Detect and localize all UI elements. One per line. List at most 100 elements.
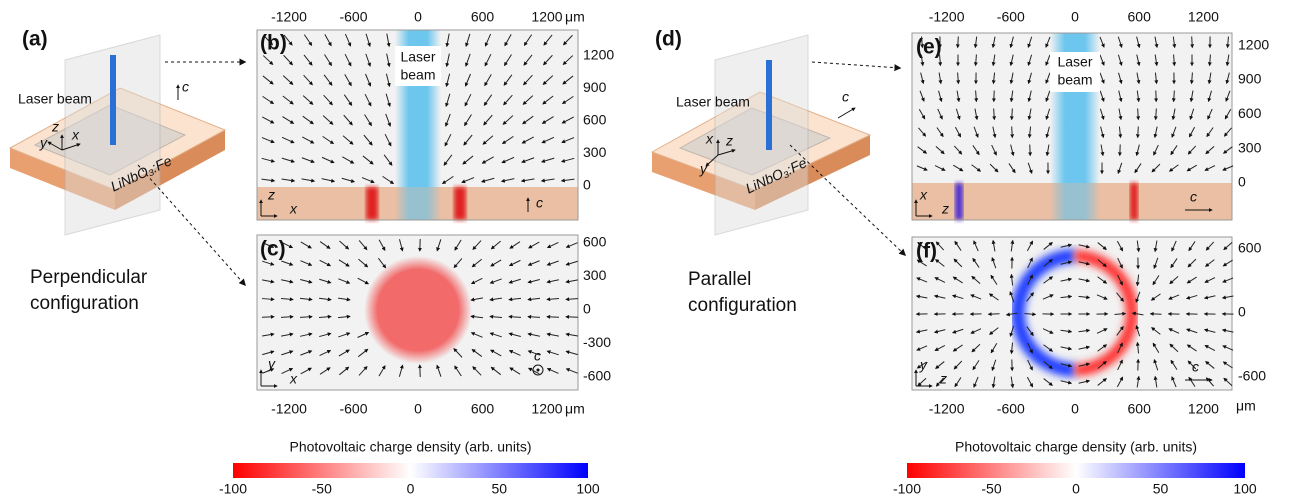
config-label: configuration <box>30 293 139 314</box>
field-arrow <box>566 317 578 318</box>
axis-letter: y <box>39 135 48 151</box>
y-tick-label: 1200 <box>1238 36 1269 52</box>
panel-label: (e) <box>916 36 942 59</box>
colorbar-tick-label: 0 <box>407 481 415 497</box>
colorbar-tick-label: 50 <box>491 481 507 497</box>
colorbar-tick-label: 50 <box>1153 481 1169 497</box>
y-tick-label: 600 <box>1238 240 1262 256</box>
panel-c-plot <box>257 235 578 390</box>
field-arrow <box>262 317 274 318</box>
x-tick-label: -600 <box>997 9 1025 25</box>
colorbar-tick-label: 100 <box>576 481 600 497</box>
axis-letter: x <box>919 187 928 203</box>
y-tick-label: 300 <box>583 144 607 160</box>
y-tick-label: -600 <box>1238 368 1266 384</box>
beam-label: Laser <box>400 49 435 65</box>
y-tick-label: 0 <box>583 177 591 193</box>
x-tick-label: 1200 <box>1188 9 1219 25</box>
axis-letter: z <box>51 119 59 135</box>
x-tick-label: -600 <box>339 401 367 417</box>
x-tick-label: -600 <box>339 9 367 25</box>
field-arrow <box>1156 109 1157 120</box>
colorbar-tick-label: 0 <box>1072 481 1080 497</box>
field-arrow <box>994 109 995 120</box>
axis-letter: y <box>699 161 708 177</box>
axis-letter: y <box>919 357 928 373</box>
colorbar-tick-label: 100 <box>1233 481 1257 497</box>
y-tick-label: 300 <box>583 267 607 283</box>
x-tick-label: 600 <box>471 9 495 25</box>
y-tick-label: 900 <box>583 79 607 95</box>
x-tick-label: 600 <box>471 401 495 417</box>
field-arrow <box>1138 127 1139 138</box>
c-axis-label: c <box>1190 189 1197 205</box>
x-tick-label: -1200 <box>271 401 307 417</box>
c-axis-label: c <box>534 348 541 364</box>
axis-letter: z <box>941 201 949 217</box>
axis-letter: x <box>289 371 298 387</box>
colorbar-title: Photovoltaic charge density (arb. units) <box>955 439 1197 455</box>
x-tick-label: 0 <box>414 9 422 25</box>
x-tick-label: 1200 <box>531 9 562 25</box>
x-tick-label: -1200 <box>271 9 307 25</box>
field-arrow <box>1012 109 1013 120</box>
panel-label: (f) <box>916 240 937 263</box>
figure: (a)Laser beamLiNbO₃:FezyxcPerpendicularc… <box>0 0 1291 500</box>
colorbar-left <box>233 463 588 478</box>
colorbar-tick-label: -100 <box>219 481 247 497</box>
field-arrow <box>547 317 559 318</box>
beam-label: beam <box>1057 72 1092 88</box>
field-arrow <box>1192 37 1193 48</box>
axis-letter: x <box>71 127 80 143</box>
laser-label: Laser beam <box>18 91 92 107</box>
unit-label: μm <box>565 9 585 25</box>
axis-letter: z <box>725 133 733 149</box>
x-tick-label: 600 <box>1128 9 1152 25</box>
config-label: configuration <box>688 295 797 316</box>
colorbar-tick-label: -100 <box>893 481 921 497</box>
field-arrow <box>958 37 959 48</box>
field-arrow <box>1012 127 1013 138</box>
y-tick-label: -600 <box>583 368 611 384</box>
field-arrow <box>281 317 293 318</box>
y-tick-label: 0 <box>1238 174 1246 190</box>
config-label: Parallel <box>688 269 751 290</box>
y-tick-label: 600 <box>1238 105 1262 121</box>
x-tick-label: 0 <box>414 401 422 417</box>
panel-label: (b) <box>260 32 287 55</box>
x-tick-label: 1200 <box>1188 401 1219 417</box>
axis-letter: z <box>267 187 275 203</box>
colorbar-tick-label: -50 <box>981 481 1001 497</box>
y-tick-label: 600 <box>583 112 607 128</box>
x-tick-label: 0 <box>1071 9 1079 25</box>
field-arrow <box>1138 109 1139 120</box>
panel-label: (d) <box>655 28 682 51</box>
x-tick-label: -1200 <box>929 9 965 25</box>
axis-letter: z <box>939 371 947 387</box>
x-tick-label: -600 <box>997 401 1025 417</box>
y-tick-label: 300 <box>1238 139 1262 155</box>
c-axis-label: c <box>536 195 543 211</box>
y-tick-label: 600 <box>583 234 607 250</box>
y-tick-label: 1200 <box>583 47 614 63</box>
x-tick-label: -1200 <box>929 401 965 417</box>
axis-letter: x <box>705 131 714 147</box>
beam-label: beam <box>400 67 435 83</box>
colorbar-tick-label: -50 <box>312 481 332 497</box>
colorbar-right <box>907 463 1245 478</box>
y-tick-label: 0 <box>1238 304 1246 320</box>
y-tick-label: 0 <box>583 301 591 317</box>
c-axis-label: c <box>182 79 189 95</box>
unit-label: μm <box>565 401 585 417</box>
y-tick-label: -300 <box>583 334 611 350</box>
unit-label: μm <box>1236 398 1256 414</box>
x-tick-label: 1200 <box>531 401 562 417</box>
x-tick-label: 0 <box>1071 401 1079 417</box>
panel-label: (c) <box>260 238 286 261</box>
c-axis-label: c <box>842 89 849 105</box>
x-tick-label: 600 <box>1128 401 1152 417</box>
beam-label: Laser <box>1057 54 1092 70</box>
laser-label: Laser beam <box>676 94 750 110</box>
config-label: Perpendicular <box>30 267 148 288</box>
axis-letter: y <box>267 356 276 372</box>
